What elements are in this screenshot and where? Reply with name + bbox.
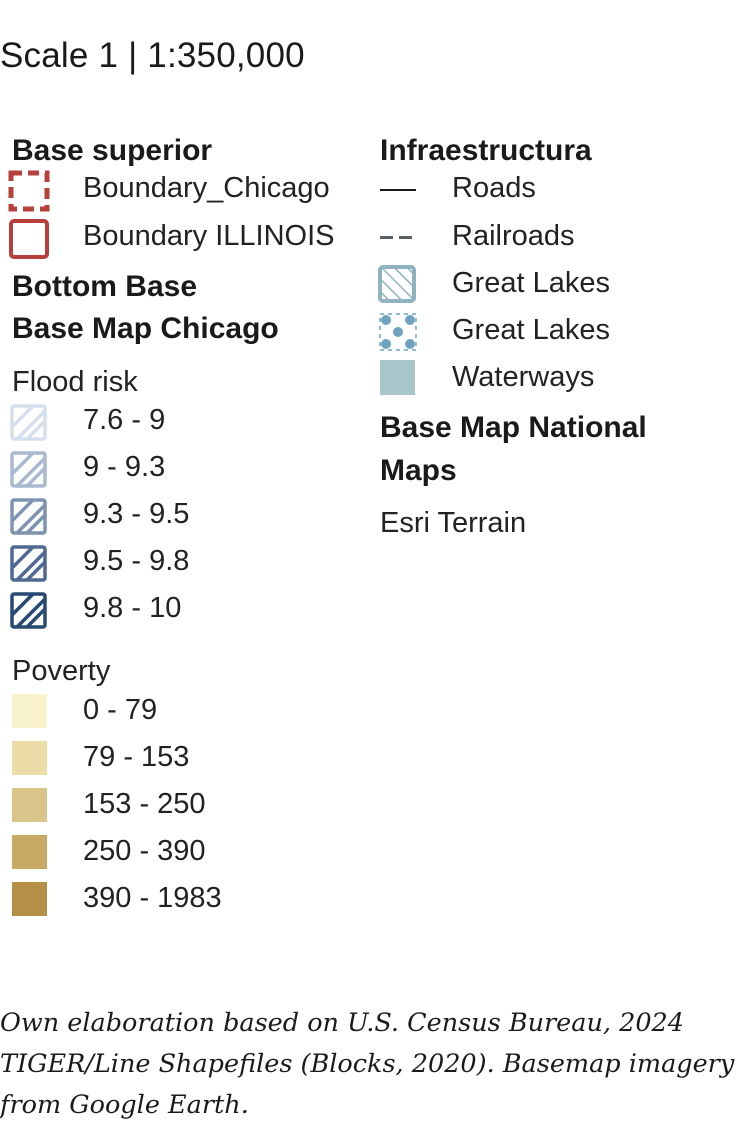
flood-risk-swatch-icon	[10, 592, 47, 629]
poverty-class-label: 79 - 153	[83, 741, 190, 773]
flood-risk-swatch-icon	[10, 404, 47, 441]
bottom-base-heading: Bottom Base	[12, 270, 198, 303]
poverty-swatch-icon	[12, 882, 47, 916]
railroads-dash-icon	[380, 236, 412, 239]
esri-terrain-label: Esri Terrain	[380, 507, 527, 539]
boundary-chicago-label: Boundary_Chicago	[83, 172, 330, 204]
flood-risk-swatch-icon	[10, 498, 47, 535]
flood-risk-title: Flood risk	[12, 366, 138, 398]
base-superior-heading: Base superior	[12, 134, 213, 167]
roads-line-icon	[380, 189, 416, 191]
boundary-illinois-icon	[9, 219, 49, 259]
poverty-class-label: 390 - 1983	[83, 882, 222, 914]
great-lakes-dots-icon	[379, 313, 417, 351]
flood-risk-class-label: 9.5 - 9.8	[83, 545, 190, 577]
great-lakes-label-1: Great Lakes	[452, 267, 610, 299]
base-map-national-heading-line2: Maps	[380, 454, 457, 487]
waterways-swatch-icon	[380, 360, 415, 395]
flood-risk-class-label: 7.6 - 9	[83, 404, 166, 436]
base-map-chicago-heading: Base Map Chicago	[12, 312, 279, 345]
flood-risk-class-label: 9.8 - 10	[83, 592, 182, 624]
base-map-national-heading: Base Map National	[380, 411, 647, 444]
poverty-swatch-icon	[12, 694, 47, 728]
poverty-swatch-icon	[12, 835, 47, 869]
poverty-class-label: 153 - 250	[83, 788, 206, 820]
flood-risk-swatch-icon	[10, 451, 47, 488]
flood-risk-class-label: 9.3 - 9.5	[83, 498, 190, 530]
poverty-class-label: 250 - 390	[83, 835, 206, 867]
waterways-label: Waterways	[452, 361, 595, 393]
railroads-label: Railroads	[452, 220, 575, 252]
great-lakes-label-2: Great Lakes	[452, 314, 610, 346]
poverty-swatch-icon	[12, 741, 47, 775]
poverty-swatch-icon	[12, 788, 47, 822]
flood-risk-class-label: 9 - 9.3	[83, 451, 166, 483]
boundary-illinois-label: Boundary ILLINOIS	[83, 220, 335, 252]
infraestructura-heading: Infraestructura	[380, 134, 592, 167]
source-note: Own elaboration based on U.S. Census Bur…	[0, 1008, 735, 1120]
roads-label: Roads	[452, 172, 536, 204]
poverty-class-label: 0 - 79	[83, 694, 158, 726]
poverty-title: Poverty	[12, 655, 111, 687]
flood-risk-swatch-icon	[10, 545, 47, 582]
scale-title: Scale 1 | 1:350,000	[0, 36, 305, 75]
great-lakes-hatch-icon	[378, 265, 416, 303]
boundary-chicago-icon	[8, 170, 50, 212]
